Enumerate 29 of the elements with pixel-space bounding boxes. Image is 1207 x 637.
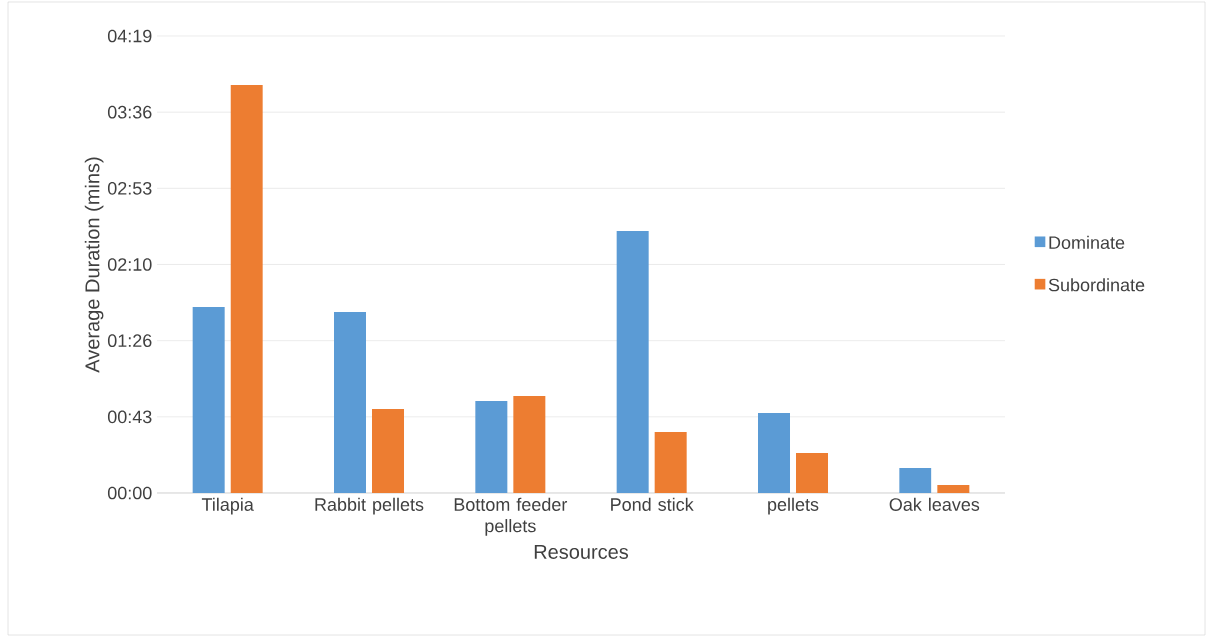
bar bbox=[513, 396, 546, 493]
bar bbox=[796, 452, 829, 493]
y-tick-label: 00:43 bbox=[107, 410, 152, 424]
bar bbox=[899, 467, 932, 493]
legend-label: Dominate bbox=[1049, 235, 1125, 249]
y-tick-label: 03:36 bbox=[107, 105, 152, 119]
y-tick-label: 02:53 bbox=[107, 181, 152, 195]
bar bbox=[475, 400, 508, 493]
bar bbox=[372, 409, 404, 493]
bar bbox=[616, 231, 649, 493]
x-tick-label: Rabbit pellets bbox=[315, 497, 424, 515]
y-tick-label: 02:10 bbox=[107, 258, 152, 271]
bar bbox=[758, 412, 791, 493]
bar bbox=[230, 85, 263, 493]
y-axis-title: Average Duration (mins) bbox=[84, 157, 104, 373]
x-tick-label: Oak leaves bbox=[889, 497, 980, 511]
legend-label: Subordinate bbox=[1048, 278, 1145, 292]
x-axis-title: Resources bbox=[534, 544, 629, 559]
x-tick-label: pellets bbox=[768, 497, 819, 515]
y-tick-label: 01:26 bbox=[107, 334, 152, 348]
bar bbox=[334, 311, 366, 493]
bar bbox=[937, 485, 970, 493]
y-tick-label: 04:19 bbox=[107, 29, 152, 43]
x-tick-label: Bottom feeder pellets bbox=[454, 497, 568, 536]
bar bbox=[654, 431, 687, 493]
x-tick-label: Pond stick bbox=[611, 497, 694, 511]
x-tick-label: Tilapia bbox=[201, 497, 254, 515]
bar bbox=[192, 306, 225, 493]
y-tick-label: 00:00 bbox=[107, 486, 152, 500]
